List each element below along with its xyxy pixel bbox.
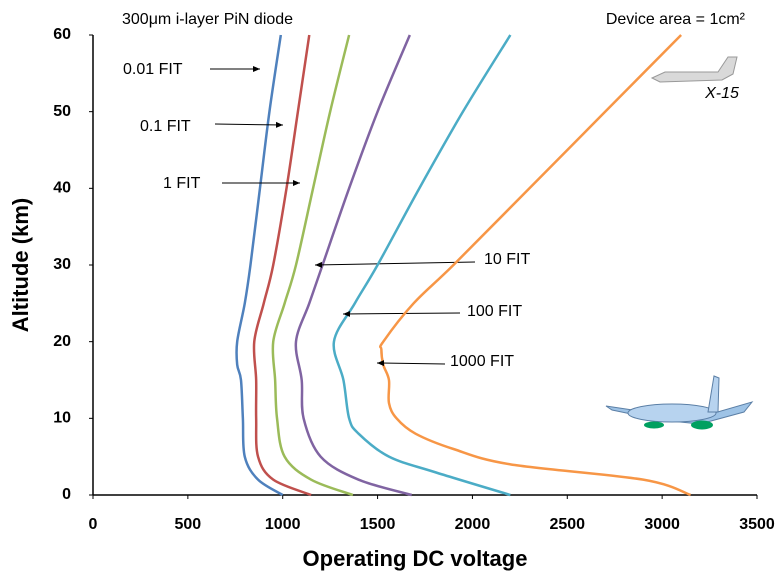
y-tick-label: 40 [53, 180, 71, 197]
label-arrow [315, 262, 475, 265]
x-tick-label: 1500 [360, 516, 396, 533]
y-axis-title: Altitude (km) [8, 198, 33, 332]
subtitle-right: Device area = 1cm² [606, 11, 746, 28]
x-tick-label: 0 [89, 516, 98, 533]
label-arrow [377, 363, 445, 364]
series-line [296, 35, 412, 495]
subtitle-left: 300μm i-layer PiN diode [122, 11, 293, 28]
label-arrow [215, 124, 283, 125]
series-label: 100 FIT [467, 303, 522, 320]
series-line [236, 35, 282, 495]
airliner-icon [606, 376, 752, 430]
aircraft-label: X-15 [704, 85, 739, 102]
y-tick-label: 60 [53, 26, 71, 43]
x-tick-label: 3000 [644, 516, 680, 533]
x-tick-label: 3500 [739, 516, 775, 533]
series-label: 1000 FIT [450, 353, 514, 370]
series-label: 0.1 FIT [140, 118, 191, 135]
series-line [380, 35, 690, 495]
series-label: 0.01 FIT [123, 61, 183, 78]
series-label: 10 FIT [484, 251, 530, 268]
series-label: 1 FIT [163, 175, 201, 192]
x-tick-label: 500 [175, 516, 202, 533]
chart: 300μm i-layer PiN diode Device area = 1c… [0, 0, 783, 579]
y-tick-label: 30 [53, 256, 71, 273]
y-tick-label: 20 [53, 333, 71, 350]
y-tick-label: 10 [53, 410, 71, 427]
x-tick-label: 1000 [265, 516, 301, 533]
x-axis-title: Operating DC voltage [303, 546, 528, 571]
x-tick-label: 2000 [455, 516, 491, 533]
label-arrow [343, 313, 460, 314]
x15-icon [652, 57, 737, 82]
y-tick-label: 50 [53, 103, 71, 120]
x-tick-label: 2500 [549, 516, 585, 533]
y-tick-label: 0 [62, 486, 71, 503]
series-line [254, 35, 311, 495]
